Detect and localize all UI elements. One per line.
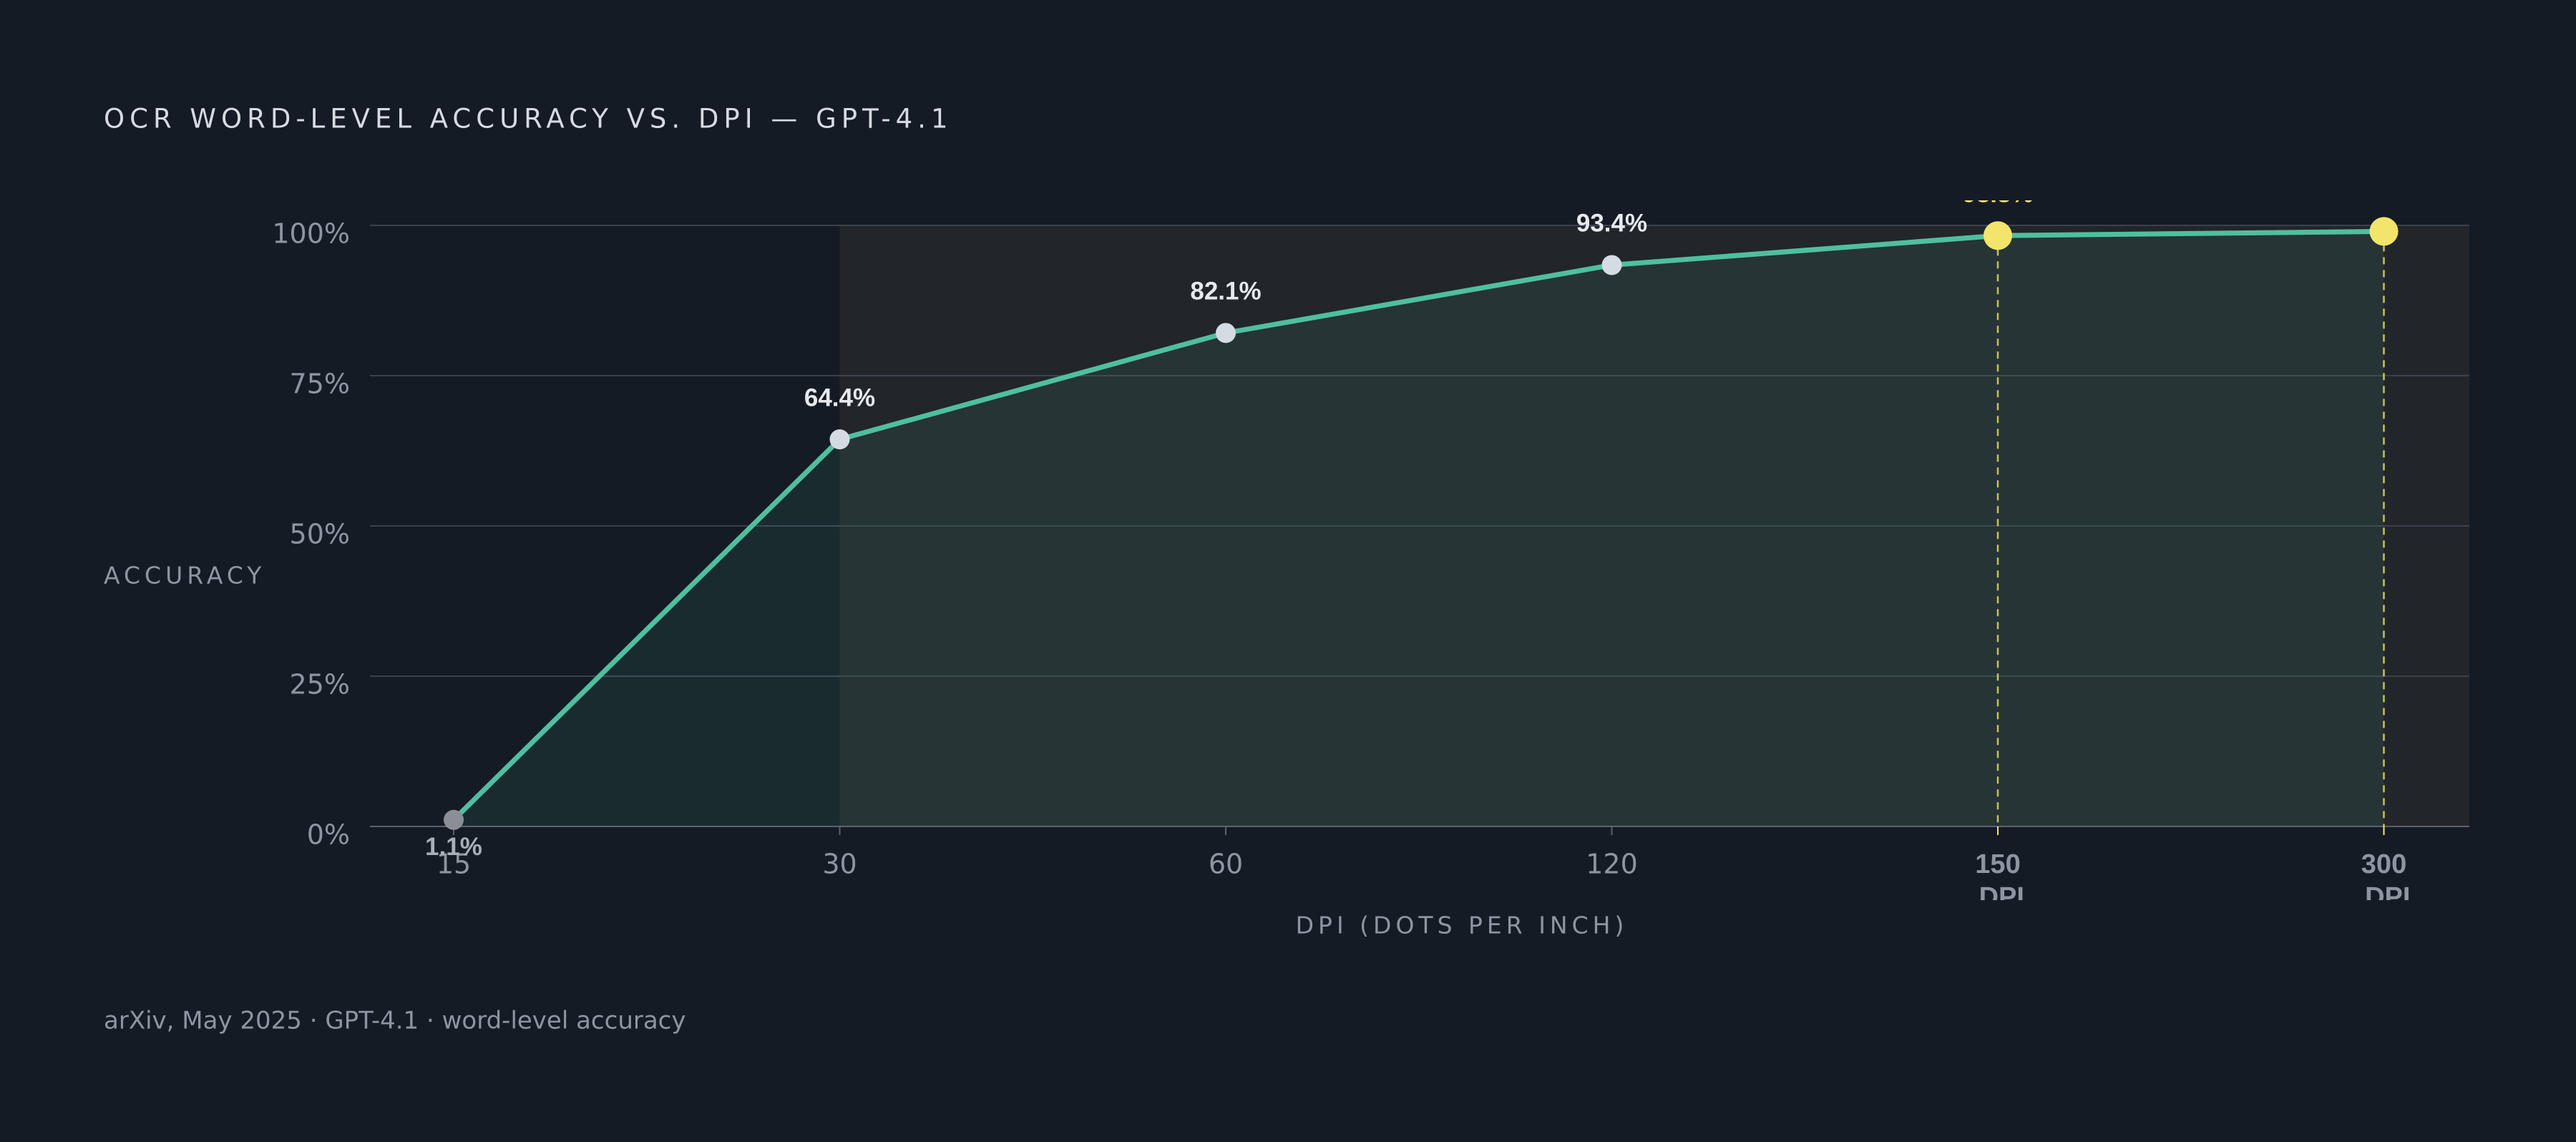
- value-label: 93.4%: [1576, 210, 1647, 238]
- y-tick-label: 100%: [272, 218, 350, 250]
- y-axis-title: ACCURACY: [104, 562, 265, 590]
- y-tick-label: 50%: [290, 519, 350, 550]
- y-tick-label: 25%: [290, 669, 350, 701]
- value-label: 1.1%: [425, 833, 482, 861]
- footer: arXiv, May 2025 · GPT-4.1 · word-level a…: [104, 1007, 686, 1035]
- x-tick-label: 300 DPI: [2358, 849, 2411, 912]
- y-tick-label: 0%: [307, 819, 350, 851]
- line: [452, 228, 2384, 822]
- x-tick-labels: 15 30 60 120 150 DPI 300 DPI: [436, 849, 2411, 912]
- value-labels: 1.1% 64.4% 82.1% 93.4% 98.3% 99.0%: [425, 176, 2419, 861]
- value-label: 98.3%: [1962, 180, 2033, 208]
- point: [1984, 221, 2012, 250]
- x-tick-label: 120: [1586, 849, 1638, 880]
- y-tick-label: 75%: [290, 369, 350, 400]
- point: [1601, 255, 1622, 275]
- x-tick-label: 15: [436, 849, 471, 880]
- x-tick-label: 150 DPI: [1971, 849, 2024, 912]
- point: [2369, 217, 2399, 246]
- value-label: 99.0%: [2348, 176, 2419, 204]
- point: [1216, 323, 1236, 343]
- x-tick-label: 60: [1209, 849, 1243, 880]
- point: [444, 809, 464, 830]
- point: [829, 429, 850, 450]
- x-tick-label: 30: [822, 849, 857, 880]
- value-label: 64.4%: [804, 384, 875, 411]
- area: [454, 231, 2384, 826]
- value-label: 82.1%: [1190, 278, 1261, 306]
- x-axis-title: DPI (DOTS PER INCH): [1296, 912, 1629, 940]
- chart-title: OCR WORD-LEVEL ACCURACY VS. DPI — GPT-4.…: [104, 104, 953, 135]
